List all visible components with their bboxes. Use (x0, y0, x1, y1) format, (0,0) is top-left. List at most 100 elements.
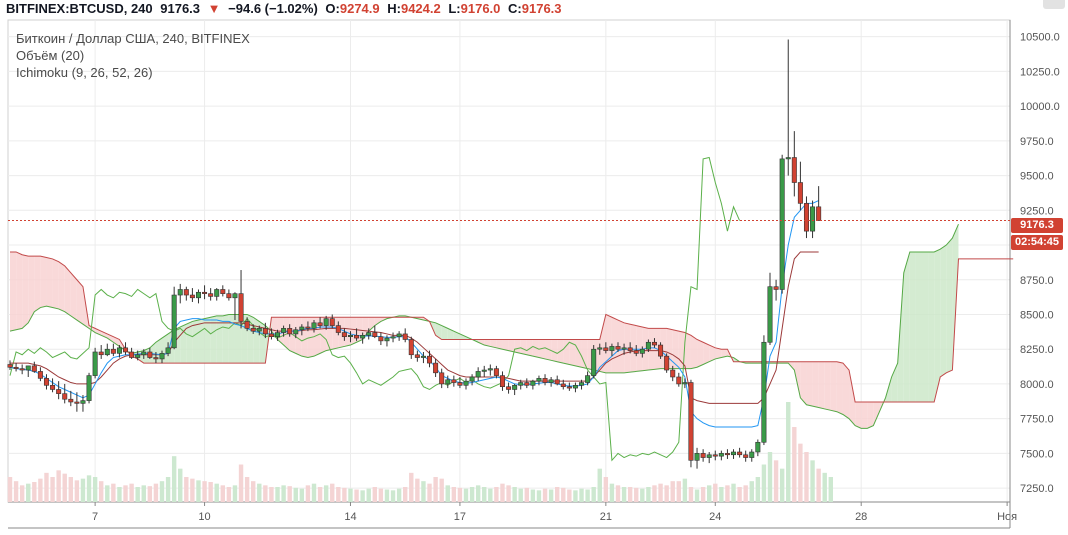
volume-bar (390, 490, 396, 502)
volume-bar (123, 485, 128, 502)
volume-bar (74, 480, 80, 502)
ichimoku-cloud-segment (234, 314, 242, 364)
ichimoku-cloud-segment (648, 328, 655, 371)
window-control-button[interactable] (1043, 0, 1065, 9)
ichimoku-cloud-segment (672, 329, 679, 369)
open-value: 9274.9 (339, 1, 380, 16)
ichimoku-cloud-segment (915, 251, 922, 402)
volume-bar (457, 487, 463, 502)
candle-body (548, 379, 554, 383)
ichimoku-cloud-segment (836, 361, 843, 415)
ichimoku-cloud-segment (909, 251, 916, 402)
candle-body (232, 293, 238, 299)
ichimoku-chikou-line (9, 156, 741, 462)
candle-body (810, 206, 816, 232)
last-price: 9176.3 (160, 1, 201, 16)
volume-bar (743, 485, 748, 502)
indicator-legend: Биткоин / Доллар США, 240, BITFINEX Объё… (16, 30, 250, 81)
candle-body (585, 375, 591, 383)
ichimoku-cloud-segment (459, 333, 466, 340)
x-tick-label: 10 (198, 511, 210, 523)
candle-body (475, 371, 481, 378)
ichimoku-cloud-segment (89, 325, 96, 333)
countdown-timer-tag: 02:54:45 (1011, 235, 1063, 250)
volume-bar (251, 481, 256, 502)
triangle-down-icon: ▼ (207, 1, 221, 16)
ichimoku-cloud-segment (611, 317, 618, 373)
candle-body (244, 321, 250, 329)
candle-body (68, 398, 74, 403)
volume-bar (311, 483, 317, 502)
volume-bar (634, 487, 639, 502)
ichimoku-span-a-line (9, 223, 959, 429)
ichimoku-cloud-segment (891, 363, 898, 402)
volume-bar (603, 477, 609, 502)
candle-body (493, 368, 499, 376)
candle-body (706, 454, 712, 458)
volume-bar (652, 485, 657, 502)
candle-body (718, 453, 724, 457)
candle-body (208, 293, 214, 297)
volume-bar (226, 487, 232, 502)
y-tick-label: 8750.0 (1020, 275, 1054, 287)
candle-body (427, 355, 433, 364)
candle-body (135, 354, 141, 358)
candle-body (658, 344, 664, 357)
volume-bar (609, 483, 615, 502)
ichimoku-cloud-segment (624, 322, 631, 373)
volume-bar (439, 478, 444, 502)
volume-bar (682, 478, 688, 502)
candle-body (92, 351, 98, 376)
volume-bar (62, 473, 67, 502)
ichimoku-cloud-segment (28, 256, 35, 323)
ichimoku-cloud-segment (502, 339, 509, 351)
volume-bar (287, 486, 292, 502)
candle-body (159, 353, 165, 360)
candle-body (384, 337, 390, 342)
candle-body (463, 380, 469, 386)
ichimoku-cloud-segment (22, 254, 29, 329)
legend-ichimoku[interactable]: Ichimoku (9, 26, 52, 26) (16, 65, 153, 80)
volume-bar (676, 481, 681, 502)
candle-body (390, 336, 396, 339)
candle-body (366, 332, 372, 336)
candle-body (305, 326, 311, 329)
volume-bar (26, 483, 31, 502)
volume-bar (585, 489, 590, 502)
volume-bar (518, 488, 523, 502)
candle-body (402, 333, 408, 340)
symbol-name[interactable]: BITFINEX:BTCUSD, 240 (6, 1, 153, 16)
candle-body (86, 375, 92, 401)
ichimoku-cloud-segment (903, 251, 910, 402)
ichimoku-cloud-segment (861, 401, 868, 429)
ichimoku-cloud-segment (490, 339, 497, 348)
low-label: L: (448, 1, 461, 16)
volume-bar (305, 485, 311, 502)
legend-main-series[interactable]: Биткоин / Доллар США, 240, BITFINEX (16, 31, 250, 46)
candle-body (147, 351, 153, 358)
candle-body (797, 182, 803, 204)
ichimoku-cloud-segment (362, 317, 369, 340)
ichimoku-cloud-segment (812, 361, 819, 408)
ichimoku-cloud-segment (636, 325, 643, 372)
volume-bar (421, 481, 426, 502)
candle-body (633, 350, 639, 354)
volume-bar (555, 487, 560, 502)
ichimoku-cloud-segment (198, 318, 205, 364)
candle-body (262, 328, 268, 335)
candle-body (354, 335, 360, 339)
ichimoku-cloud-segment (934, 249, 941, 402)
legend-volume[interactable]: Объём (20) (16, 48, 85, 63)
ichimoku-cloud-segment (435, 322, 442, 340)
current-price-tag: 9176.3 (1011, 218, 1063, 233)
volume-bar (7, 477, 13, 502)
ichimoku-cloud-segment (897, 272, 904, 402)
candle-body (627, 347, 633, 351)
ichimoku-cloud-segment (52, 258, 59, 309)
candle-body (621, 347, 627, 350)
candle-body (481, 369, 487, 372)
volume-bar (178, 468, 183, 502)
volume-bar (773, 460, 779, 502)
volume-bar (688, 487, 694, 502)
